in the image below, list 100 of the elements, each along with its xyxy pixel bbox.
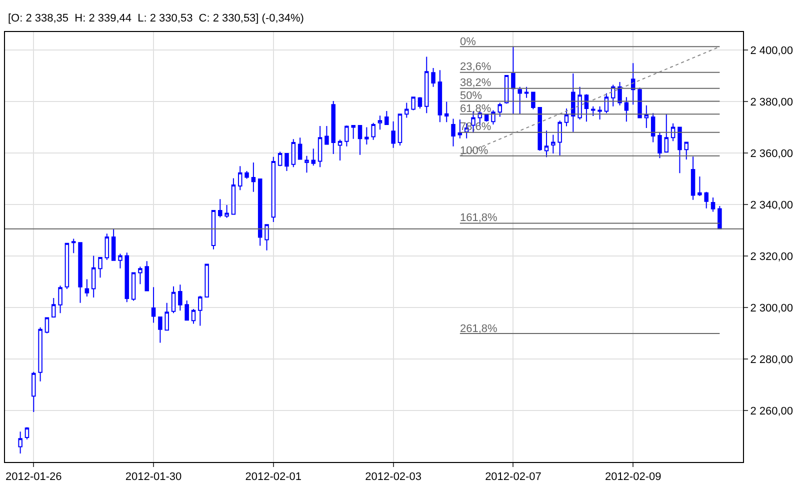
candlestick <box>418 96 422 109</box>
candlestick <box>18 431 22 454</box>
candlestick <box>564 108 569 127</box>
candlestick <box>51 297 56 318</box>
candlestick <box>91 255 96 298</box>
candlestick <box>684 142 689 160</box>
candlestick <box>84 278 90 297</box>
candlestick <box>144 260 149 292</box>
candlestick <box>178 284 182 312</box>
candlestick <box>298 137 302 160</box>
y-tick-label: 2 280,00 <box>750 354 794 366</box>
candlestick <box>658 132 662 159</box>
candlestick <box>364 126 369 146</box>
candlestick <box>164 302 169 331</box>
candlestick <box>244 170 249 180</box>
candlestick <box>171 286 176 314</box>
candlestick <box>638 87 642 118</box>
candlestick <box>104 233 110 260</box>
candlestick <box>258 178 262 246</box>
candlestick <box>644 104 649 129</box>
candlestick <box>24 426 30 440</box>
candlestick <box>78 242 82 304</box>
candlestick <box>131 272 136 302</box>
x-tick-label: 2012-01-30 <box>125 471 182 484</box>
candlestick <box>604 92 609 114</box>
y-tick-label: 2 380,00 <box>750 96 794 108</box>
candlestick <box>184 300 189 322</box>
candlestick <box>191 308 196 324</box>
candlestick <box>538 106 542 152</box>
x-tick-label: 2012-02-09 <box>604 471 662 484</box>
x-tick-label: 2012-02-03 <box>365 471 422 484</box>
candlestick <box>44 317 50 334</box>
candlestick <box>678 126 682 174</box>
candlestick <box>211 210 216 250</box>
candlestick <box>624 96 629 122</box>
candlestick <box>284 153 289 172</box>
candlestick <box>391 120 396 148</box>
candlestick <box>278 151 282 167</box>
candlestick <box>424 56 429 114</box>
y-tick-label: 2 400,00 <box>750 44 794 57</box>
candlestick <box>491 110 496 125</box>
candlestick <box>591 106 596 116</box>
candlestick <box>404 102 409 118</box>
series-label: 0% <box>460 36 476 48</box>
x-tick-label: 2012-01-26 <box>6 471 62 484</box>
candlestick <box>218 198 222 218</box>
candlestick <box>518 86 522 114</box>
candlestick <box>384 110 389 125</box>
candlestick <box>151 286 156 324</box>
candlestick <box>531 92 536 110</box>
candlestick <box>610 84 616 107</box>
candlestick <box>304 155 309 174</box>
y-tick-label: 2 320,00 <box>750 250 794 263</box>
candlestick <box>264 224 269 251</box>
candlestick <box>138 266 142 285</box>
series-label: 261,8% <box>460 323 498 335</box>
candlestick <box>204 264 209 298</box>
candlestick <box>584 94 589 122</box>
candlestick <box>238 166 242 191</box>
candlestick <box>118 253 122 269</box>
candlestick <box>318 125 322 168</box>
candlestick <box>704 191 708 209</box>
candlestick <box>484 114 489 122</box>
candlestick <box>324 125 329 145</box>
candlestick <box>438 70 442 123</box>
candlestick <box>398 114 402 146</box>
y-tick-label: 2 360,00 <box>750 148 794 160</box>
candlestick <box>98 257 102 278</box>
y-tick-label: 2 300,00 <box>750 302 794 314</box>
candlestick <box>224 204 229 218</box>
candlestick <box>544 130 549 158</box>
candlestick <box>498 102 502 118</box>
candlestick <box>231 178 236 215</box>
candlestick <box>38 326 42 382</box>
candlestick <box>511 46 516 114</box>
series-label: 23,6% <box>460 61 492 73</box>
candlestick <box>690 156 696 200</box>
candlestick <box>291 138 296 168</box>
candlestick <box>551 134 556 154</box>
candlestick <box>451 118 456 147</box>
candlestick <box>338 139 342 161</box>
candlestick <box>32 371 36 413</box>
x-tick-label: 2012-02-07 <box>485 471 542 484</box>
series-label: 38,2% <box>460 77 492 89</box>
series-label: 61,8% <box>460 103 492 115</box>
candlestick <box>571 72 576 132</box>
series-label: 100% <box>460 145 488 157</box>
candlestick <box>331 100 336 155</box>
candlestick <box>71 238 76 254</box>
candlestick <box>578 86 582 120</box>
candlestick <box>58 285 62 314</box>
candlestick <box>311 148 316 166</box>
candlestick <box>198 295 202 326</box>
candlestick <box>111 228 116 261</box>
candlestick <box>698 176 702 197</box>
candlestick <box>271 156 276 223</box>
candlestick <box>718 205 722 230</box>
candlestick <box>378 115 382 130</box>
candlestick <box>524 86 529 98</box>
candlestick <box>431 68 436 88</box>
